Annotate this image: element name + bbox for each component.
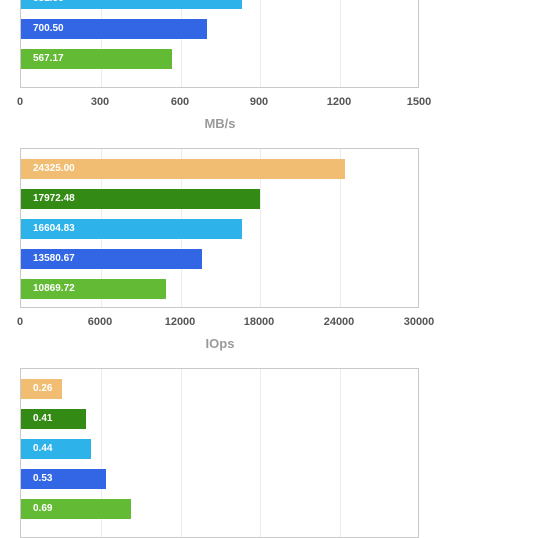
gridline xyxy=(340,0,341,87)
gridline xyxy=(260,149,261,307)
bar: 24325.00 xyxy=(21,159,345,179)
bar: 16604.83 xyxy=(21,219,242,239)
x-tick-label: 6000 xyxy=(87,316,113,328)
gridline xyxy=(260,0,261,87)
bar-value-label: 567.17 xyxy=(33,53,64,64)
plot-area: 0.26 0.41 0.44 0.53 0.69 xyxy=(20,368,419,538)
gridline xyxy=(101,0,102,87)
bar-value-label: 0.44 xyxy=(33,443,53,454)
x-tick-label: 24000 xyxy=(323,316,355,328)
bar-value-label: 16604.83 xyxy=(33,223,75,234)
x-tick-label: 18000 xyxy=(243,316,275,328)
gridline xyxy=(101,369,102,537)
x-tick-label: 0 xyxy=(16,316,24,328)
bar-value-label: 24325.00 xyxy=(33,163,75,174)
bar-value-label: 0.26 xyxy=(33,383,53,394)
x-tick-label: 1500 xyxy=(406,96,432,108)
bar: 0.41 xyxy=(21,409,86,429)
x-tick-label: 30000 xyxy=(403,316,435,328)
bar-value-label: 0.69 xyxy=(33,503,53,514)
x-tick-label: 1200 xyxy=(326,96,352,108)
x-axis-title: IOps xyxy=(205,336,235,351)
bar: 10869.72 xyxy=(21,279,166,299)
gridline xyxy=(181,369,182,537)
bar: 0.44 xyxy=(21,439,91,459)
x-tick-label: 600 xyxy=(170,96,190,108)
bar: 831.86 xyxy=(21,0,242,9)
bar-value-label: 0.53 xyxy=(33,473,53,484)
gridline xyxy=(181,0,182,87)
bar-value-label: 831.86 xyxy=(33,0,64,9)
x-tick-label: 12000 xyxy=(164,316,196,328)
bar-value-label: 0.41 xyxy=(33,413,53,424)
bar: 0.53 xyxy=(21,469,106,489)
plot-area: 831.86 700.50 567.17 xyxy=(20,0,419,88)
bar: 17972.48 xyxy=(21,189,260,209)
plot-area: 24325.00 17972.48 16604.83 13580.67 10869.72 xyxy=(20,148,419,308)
bar: 0.26 xyxy=(21,379,62,399)
bar-value-label: 700.50 xyxy=(33,23,64,34)
latency-chart: 0.26 0.41 0.44 0.53 0.69 xyxy=(0,368,560,538)
x-axis-title: MB/s xyxy=(204,116,236,131)
bar: 567.17 xyxy=(21,49,172,69)
iops-chart: 24325.00 17972.48 16604.83 13580.67 10869.72… xyxy=(0,148,560,358)
bar-value-label: 17972.48 xyxy=(33,193,75,204)
gridline xyxy=(340,369,341,537)
gridline xyxy=(340,149,341,307)
bar-value-label: 13580.67 xyxy=(33,253,75,264)
throughput-chart: 831.86 700.50 567.17 0 300 600 900 1200 1500 MB… xyxy=(0,0,560,135)
gridline xyxy=(260,369,261,537)
bar-value-label: 10869.72 xyxy=(33,283,75,294)
x-tick-label: 300 xyxy=(90,96,110,108)
bar: 700.50 xyxy=(21,19,207,39)
bar: 13580.67 xyxy=(21,249,202,269)
bar: 0.69 xyxy=(21,499,131,519)
x-tick-label: 0 xyxy=(16,96,24,108)
x-tick-label: 900 xyxy=(249,96,269,108)
